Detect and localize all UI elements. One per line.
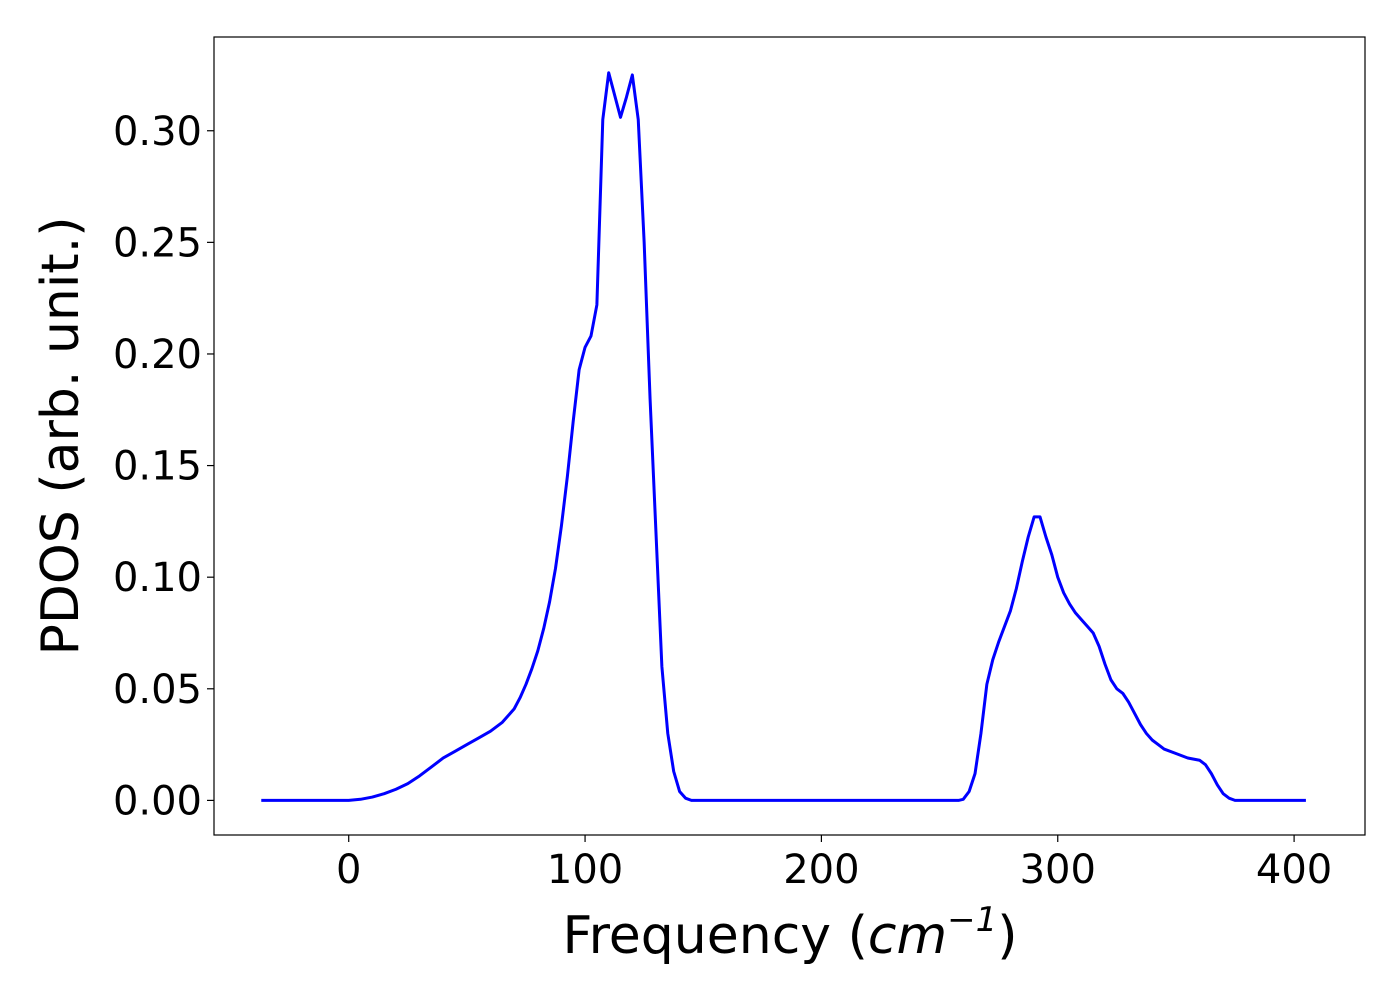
y-tick-label: 0.10	[113, 555, 202, 601]
y-tick-label: 0.30	[113, 109, 202, 155]
y-axis-title: PDOS (arb. unit.)	[31, 216, 91, 655]
y-tick-label: 0.15	[113, 444, 202, 490]
x-tick-label: 100	[547, 847, 623, 893]
y-tick-label: 0.05	[113, 667, 202, 713]
x-axis-title: Frequency (cm−1)	[562, 900, 1017, 966]
x-tick-label: 300	[1020, 847, 1096, 893]
plot-area	[213, 36, 1366, 836]
x-tick-label: 0	[336, 847, 361, 893]
y-tick-label: 0.00	[113, 778, 202, 824]
y-axis-ticks: 0.00 0.05 0.10 0.15 0.20 0.25 0.30	[113, 109, 214, 824]
x-axis-ticks: 0 100 200 300 400	[336, 835, 1332, 893]
pdos-line	[261, 71, 1306, 802]
x-tick-label: 400	[1256, 847, 1332, 893]
y-tick-label: 0.25	[113, 220, 202, 266]
y-tick-label: 0.20	[113, 332, 202, 378]
x-tick-label: 200	[783, 847, 859, 893]
